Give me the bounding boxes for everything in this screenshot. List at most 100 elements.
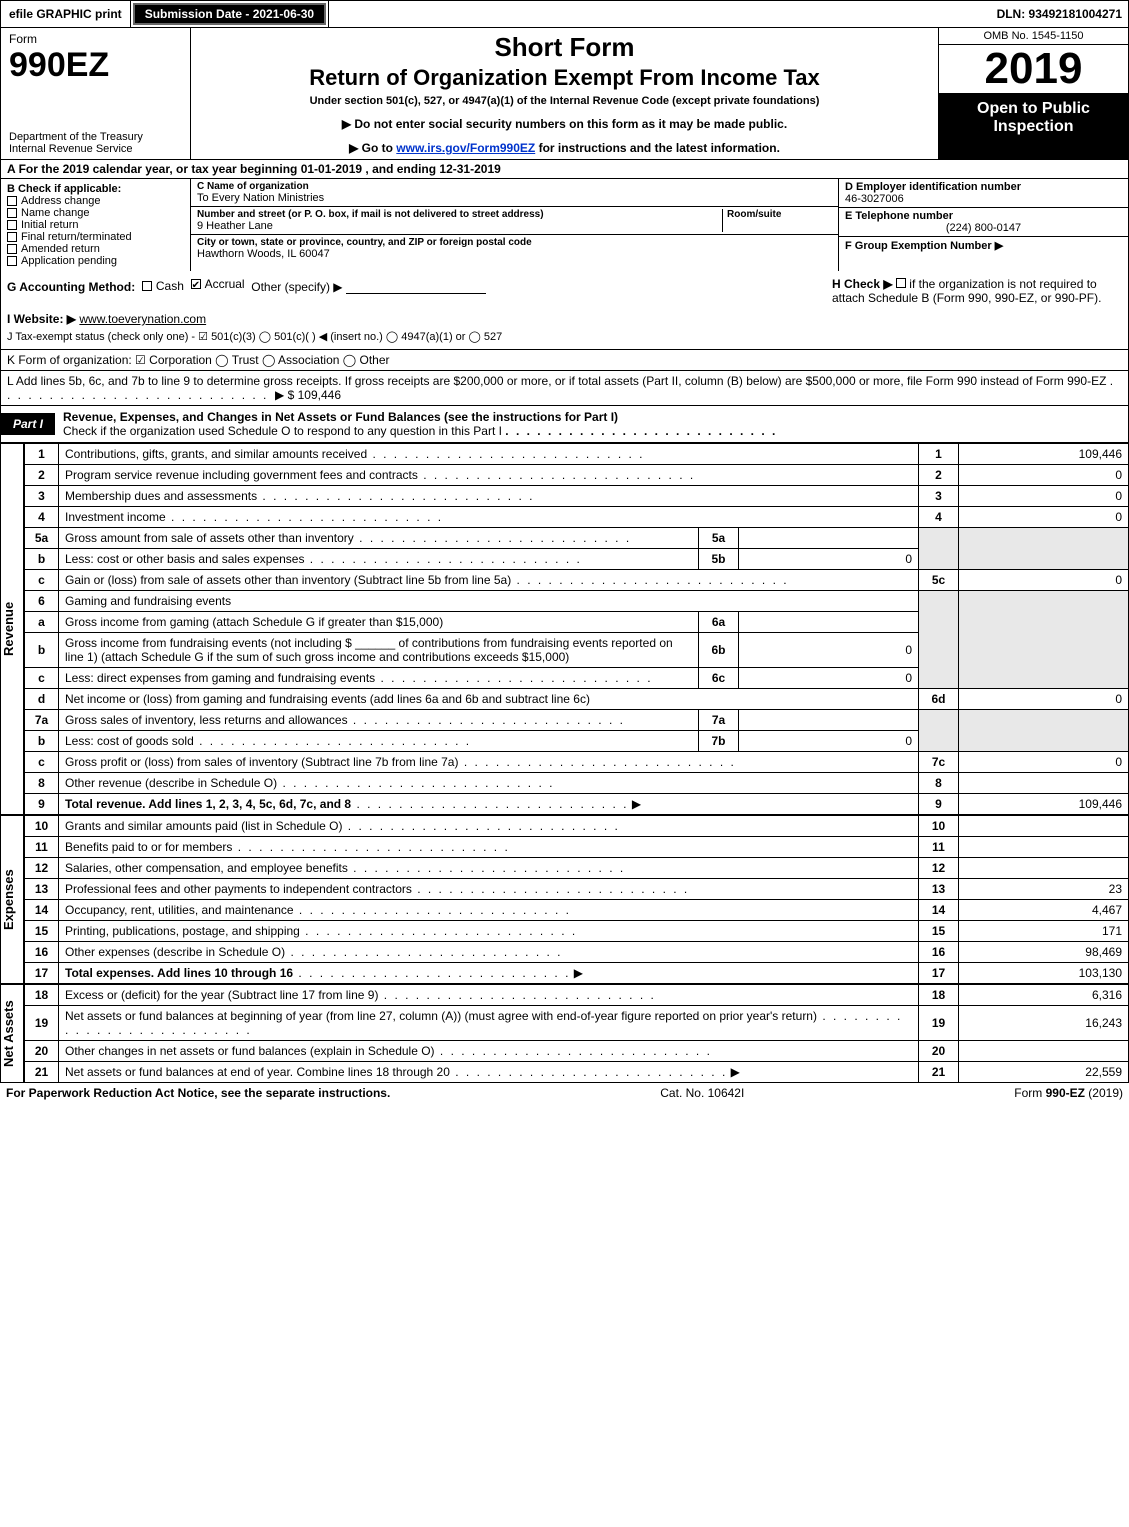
topbar-spacer [329, 1, 996, 27]
col-b: B Check if applicable: Address change Na… [1, 179, 191, 271]
phone-value: (224) 800-0147 [845, 222, 1122, 234]
phone-label: E Telephone number [845, 210, 1122, 222]
table-row: 16Other expenses (describe in Schedule O… [25, 942, 1129, 963]
ein-value: 46-3027006 [845, 193, 1122, 205]
line-j: J Tax-exempt status (check only one) - ☑… [7, 330, 822, 343]
ein-label: D Employer identification number [845, 181, 1122, 193]
phone-block: E Telephone number (224) 800-0147 [839, 208, 1128, 237]
table-row: 4Investment income40 [25, 507, 1129, 528]
other-specify-input[interactable] [346, 280, 486, 294]
submission-date-button[interactable]: Submission Date - 2021-06-30 [133, 3, 326, 25]
footer-left: For Paperwork Reduction Act Notice, see … [6, 1086, 390, 1100]
form-word: Form [9, 32, 182, 46]
website-label: I Website: ▶ [7, 312, 76, 326]
city-label: City or town, state or province, country… [197, 237, 832, 248]
chk-cash[interactable]: Cash [142, 279, 184, 293]
revenue-section: Revenue 1Contributions, gifts, grants, a… [0, 443, 1129, 815]
chk-name-change[interactable]: Name change [7, 207, 184, 219]
cash-label: Cash [156, 279, 184, 293]
website-value[interactable]: www.toeverynation.com [79, 312, 206, 326]
part1-tag: Part I [1, 413, 55, 435]
ein-block: D Employer identification number 46-3027… [839, 179, 1128, 208]
footer-right-bold: 990-EZ [1046, 1086, 1085, 1100]
efile-text: efile GRAPHIC print [9, 7, 122, 21]
entity-info-grid: B Check if applicable: Address change Na… [0, 179, 1129, 271]
irs-link[interactable]: www.irs.gov/Form990EZ [396, 141, 535, 155]
city-value: Hawthorn Woods, IL 60047 [197, 248, 832, 260]
org-name-label: C Name of organization [197, 181, 832, 192]
top-bar: efile GRAPHIC print Submission Date - 20… [0, 0, 1129, 28]
org-name-block: C Name of organization To Every Nation M… [191, 179, 838, 207]
table-row: 14Occupancy, rent, utilities, and mainte… [25, 900, 1129, 921]
chk-final-return[interactable]: Final return/terminated [7, 231, 184, 243]
period-bar: A For the 2019 calendar year, or tax yea… [0, 160, 1129, 179]
table-row: 9Total revenue. Add lines 1, 2, 3, 4, 5c… [25, 794, 1129, 815]
table-row: dNet income or (loss) from gaming and fu… [25, 689, 1129, 710]
dln-label: DLN: 93492181004271 [997, 1, 1128, 27]
revenue-table: 1Contributions, gifts, grants, and simil… [24, 443, 1129, 815]
dots-icon [505, 424, 777, 438]
table-row: 10Grants and similar amounts paid (list … [25, 816, 1129, 837]
line-k: K Form of organization: ☑ Corporation ◯ … [0, 350, 1129, 371]
line-l-text: L Add lines 5b, 6c, and 7b to line 9 to … [7, 374, 1106, 388]
chk-address-change-label: Address change [21, 195, 101, 207]
other-label: Other (specify) ▶ [251, 280, 342, 294]
goto-note: ▶ Go to www.irs.gov/Form990EZ for instru… [197, 141, 932, 155]
chk-initial-return-label: Initial return [21, 219, 78, 231]
period-text: For the 2019 calendar year, or tax year … [19, 162, 501, 176]
section-h: H Check ▶ if the organization is not req… [822, 277, 1122, 343]
chk-amended-return-label: Amended return [21, 243, 100, 255]
header-mid: Short Form Return of Organization Exempt… [191, 28, 938, 159]
table-row: 2Program service revenue including gover… [25, 465, 1129, 486]
chk-address-change[interactable]: Address change [7, 195, 184, 207]
accounting-method: G Accounting Method: Cash Accrual Other … [7, 277, 822, 294]
table-row: 8Other revenue (describe in Schedule O)8 [25, 773, 1129, 794]
part1-title: Revenue, Expenses, and Changes in Net As… [63, 410, 618, 424]
table-row: 20Other changes in net assets or fund ba… [25, 1041, 1129, 1062]
form-header: Form 990EZ Department of the Treasury In… [0, 28, 1129, 160]
page-footer: For Paperwork Reduction Act Notice, see … [0, 1083, 1129, 1103]
footer-right-pre: Form [1014, 1086, 1045, 1100]
col-c: C Name of organization To Every Nation M… [191, 179, 838, 271]
website-row: I Website: ▶ www.toeverynation.com [7, 312, 822, 326]
tax-year: 2019 [939, 45, 1128, 94]
chk-application-pending-label: Application pending [21, 255, 117, 267]
street-label: Number and street (or P. O. box, if mail… [197, 209, 722, 220]
chk-schedule-b[interactable] [896, 278, 906, 288]
footer-right-post: (2019) [1085, 1086, 1123, 1100]
table-row: 7aGross sales of inventory, less returns… [25, 710, 1129, 731]
chk-initial-return[interactable]: Initial return [7, 219, 184, 231]
table-row: 6Gaming and fundraising events [25, 591, 1129, 612]
part1-check-text: Check if the organization used Schedule … [63, 424, 502, 438]
table-row: 15Printing, publications, postage, and s… [25, 921, 1129, 942]
city-block: City or town, state or province, country… [191, 235, 838, 262]
group-exempt-block: F Group Exemption Number ▶ [839, 237, 1128, 254]
omb-number: OMB No. 1545-1150 [939, 28, 1128, 45]
chk-amended-return[interactable]: Amended return [7, 243, 184, 255]
table-row: cGain or (loss) from sale of assets othe… [25, 570, 1129, 591]
org-name: To Every Nation Ministries [197, 192, 832, 204]
b-heading: B Check if applicable: [7, 183, 184, 195]
accrual-label: Accrual [205, 277, 245, 291]
table-row: 13Professional fees and other payments t… [25, 879, 1129, 900]
table-row: 17Total expenses. Add lines 10 through 1… [25, 963, 1129, 984]
header-right: OMB No. 1545-1150 2019 Open to Public In… [938, 28, 1128, 159]
h-pre: H Check ▶ [832, 277, 893, 291]
expenses-table: 10Grants and similar amounts paid (list … [24, 815, 1129, 984]
chk-application-pending[interactable]: Application pending [7, 255, 184, 267]
footer-mid: Cat. No. 10642I [660, 1086, 744, 1100]
netassets-section: Net Assets 18Excess or (deficit) for the… [0, 984, 1129, 1083]
table-row: 1Contributions, gifts, grants, and simil… [25, 444, 1129, 465]
goto-post: for instructions and the latest informat… [535, 141, 780, 155]
chk-accrual[interactable]: Accrual [191, 277, 245, 291]
dept2: Internal Revenue Service [9, 143, 133, 155]
table-row: 18Excess or (deficit) for the year (Subt… [25, 985, 1129, 1006]
col-def: D Employer identification number 46-3027… [838, 179, 1128, 271]
expenses-sidelabel: Expenses [0, 815, 24, 984]
footer-right: Form 990-EZ (2019) [1014, 1086, 1123, 1100]
table-row: cGross profit or (loss) from sales of in… [25, 752, 1129, 773]
group-label: F Group Exemption Number ▶ [845, 240, 1003, 252]
line-l-amount: ▶ $ 109,446 [275, 388, 341, 402]
line-a-letter: A [7, 162, 15, 176]
table-row: 11Benefits paid to or for members11 [25, 837, 1129, 858]
